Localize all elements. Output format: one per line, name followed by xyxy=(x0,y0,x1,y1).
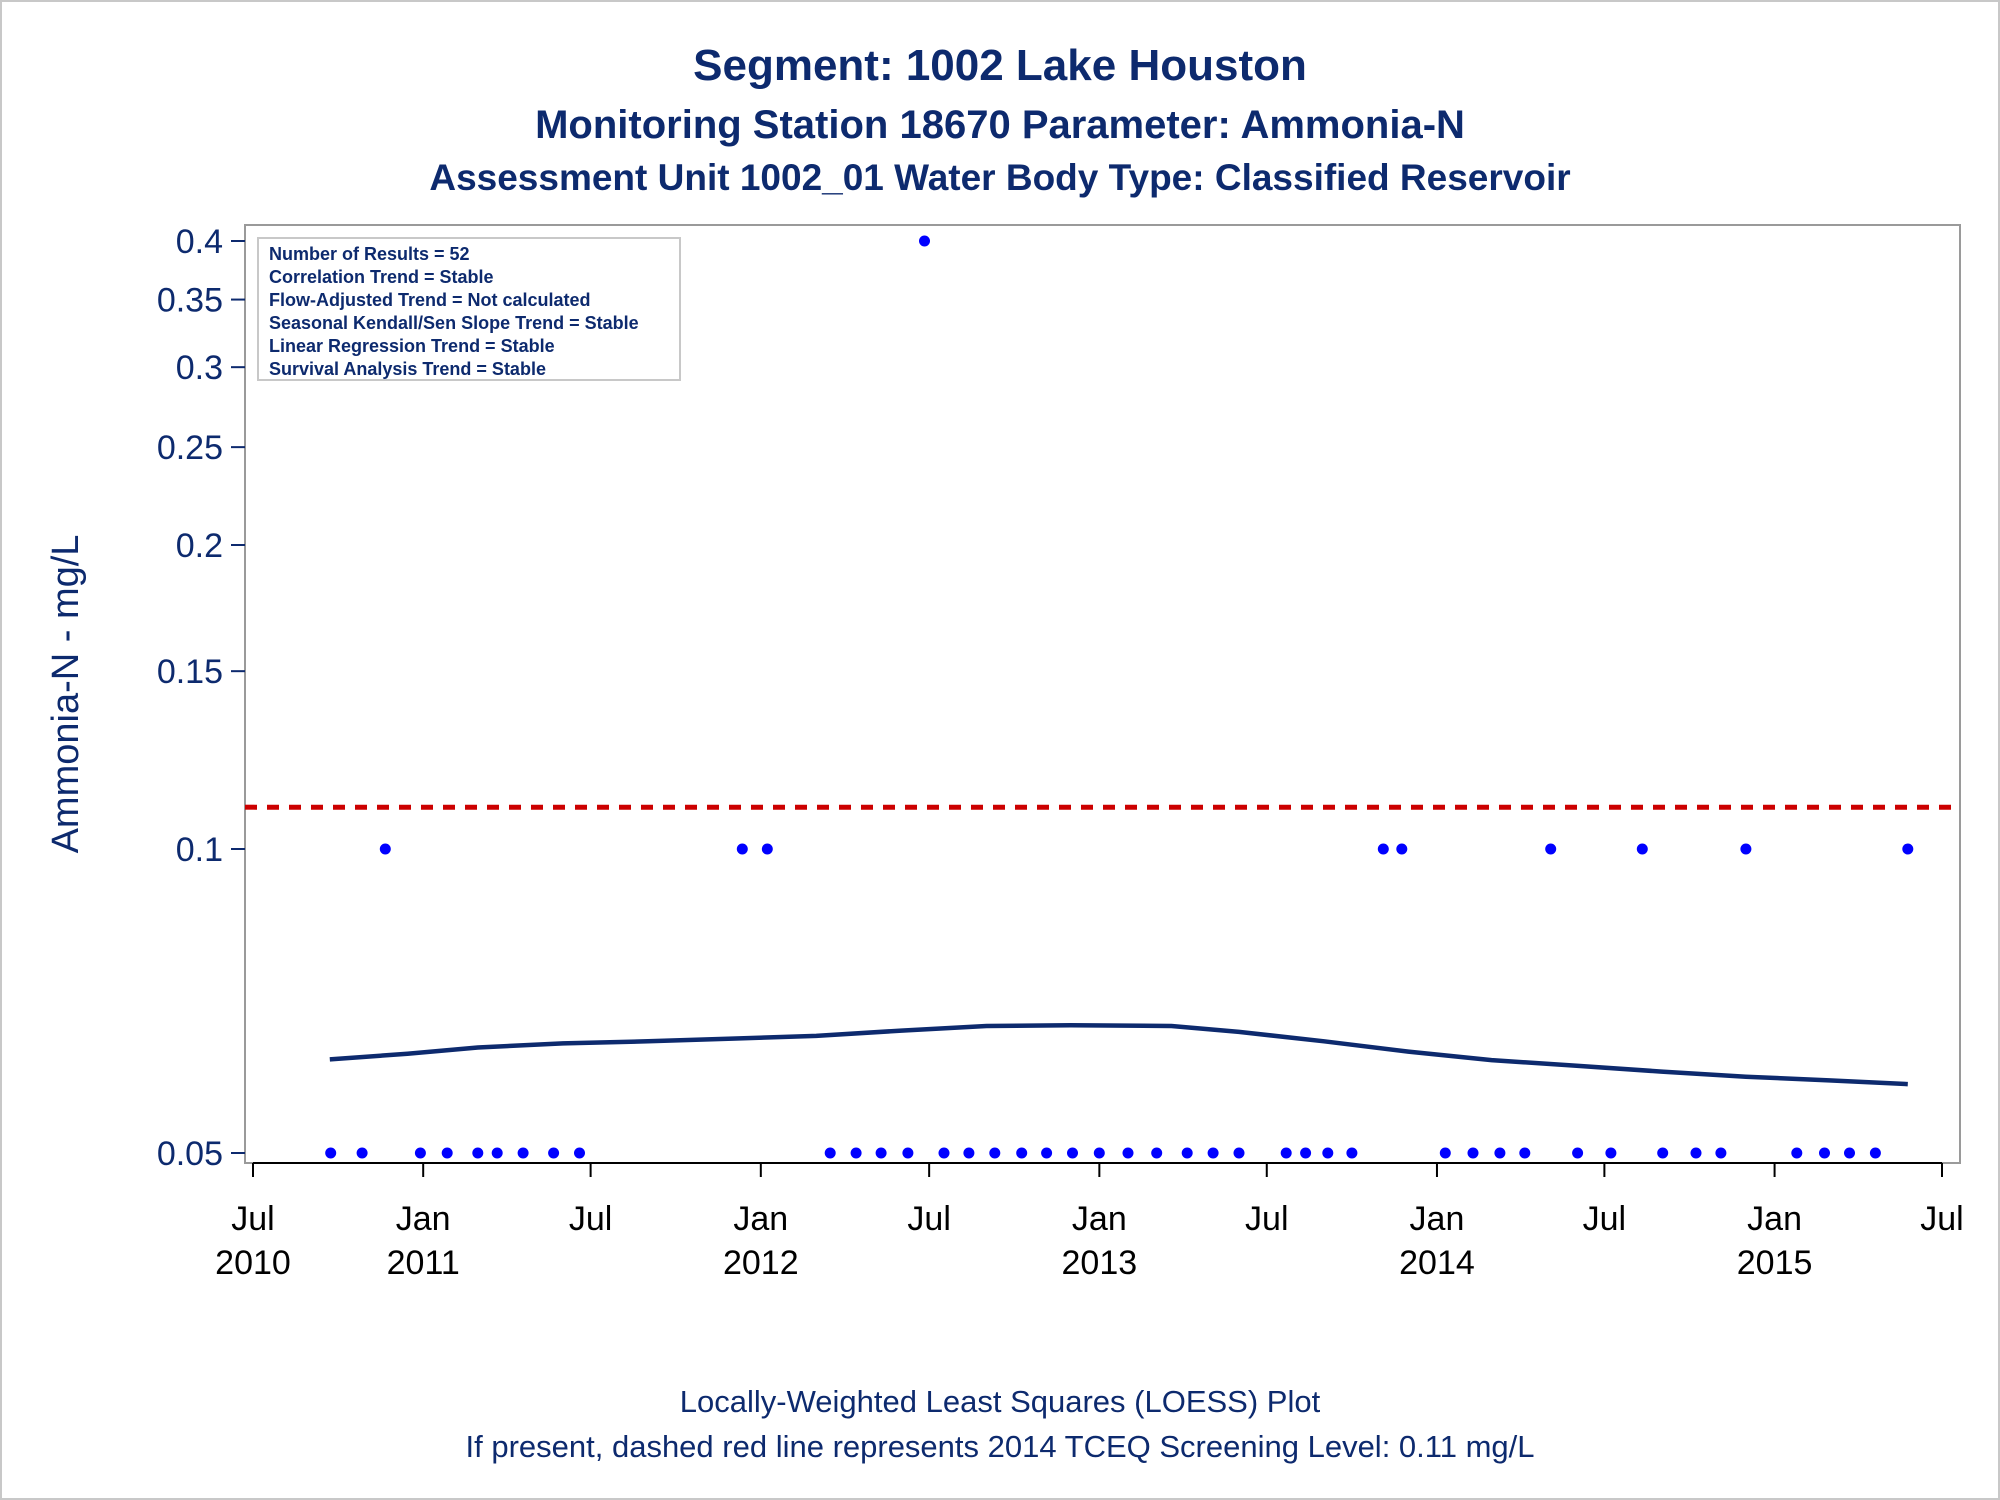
data-point xyxy=(1519,1147,1531,1159)
data-point xyxy=(1322,1147,1334,1159)
data-point xyxy=(517,1147,529,1159)
data-point xyxy=(1715,1147,1727,1159)
data-point xyxy=(1396,843,1408,855)
data-point xyxy=(1844,1147,1855,1159)
chart-title: Segment: 1002 Lake Houston xyxy=(693,41,1307,90)
data-point xyxy=(938,1147,950,1159)
stat-flow-adjusted-trend: Flow-Adjusted Trend = Not calculated xyxy=(269,290,591,310)
x-tick-label-year: 2014 xyxy=(1399,1244,1475,1282)
y-tick-label: 0.35 xyxy=(157,282,223,320)
y-tick-label: 0.05 xyxy=(157,1135,223,1173)
data-point xyxy=(1122,1147,1134,1159)
x-tick-label-month: Jul xyxy=(907,1200,950,1238)
x-tick-label-month: Jul xyxy=(569,1200,612,1238)
x-tick-label-year: 2013 xyxy=(1062,1244,1138,1282)
data-point xyxy=(356,1147,368,1159)
x-tick-label-month: Jan xyxy=(1072,1200,1127,1238)
data-point xyxy=(902,1147,914,1159)
x-tick-label-month: Jan xyxy=(1410,1200,1465,1238)
data-point xyxy=(1377,843,1389,855)
y-tick-label: 0.1 xyxy=(176,831,223,869)
data-point xyxy=(1067,1147,1078,1159)
chart-subtitle-2: Assessment Unit 1002_01 Water Body Type:… xyxy=(429,157,1570,198)
data-point xyxy=(1869,1147,1881,1159)
data-point xyxy=(1300,1147,1312,1159)
stat-seasonal-kendall-trend: Seasonal Kendall/Sen Slope Trend = Stabl… xyxy=(269,313,639,333)
data-point xyxy=(1346,1147,1358,1159)
data-point xyxy=(1207,1147,1219,1159)
data-point xyxy=(574,1147,585,1159)
y-tick-label: 0.3 xyxy=(176,349,223,387)
data-points xyxy=(325,235,1914,1159)
data-point xyxy=(1902,843,1914,855)
data-point xyxy=(1280,1147,1292,1159)
x-tick-label-year: 2012 xyxy=(723,1244,799,1282)
data-point xyxy=(989,1147,1001,1159)
x-tick-label-month: Jul xyxy=(1583,1200,1626,1238)
data-point xyxy=(1690,1147,1702,1159)
data-point xyxy=(1636,843,1648,855)
data-point xyxy=(491,1147,503,1159)
data-point xyxy=(1572,1147,1584,1159)
data-point xyxy=(548,1147,560,1159)
data-point xyxy=(1467,1147,1479,1159)
data-point xyxy=(325,1147,337,1159)
x-tick-label-month: Jul xyxy=(1920,1200,1963,1238)
stats-legend-box xyxy=(257,237,681,381)
x-tick-label-month: Jan xyxy=(1747,1200,1802,1238)
loess-curve xyxy=(329,1023,1908,1087)
y-axis: 0.05 0.1 0.15 0.2 0.25 0.3 0.35 0.4 xyxy=(157,223,245,1173)
data-point xyxy=(1233,1147,1245,1159)
data-point xyxy=(1181,1147,1193,1159)
x-axis: Jul 2010 Jan 2011 Jul Jan 2012 Jul Jan 2013 Jul Jan… xyxy=(215,1162,1964,1282)
x-tick-label-year: 2015 xyxy=(1737,1244,1813,1282)
data-point xyxy=(1151,1147,1163,1159)
data-point xyxy=(875,1147,887,1159)
data-point xyxy=(379,843,391,855)
footer-caption: Locally-Weighted Least Squares (LOESS) P… xyxy=(680,1384,1321,1419)
data-point xyxy=(1545,843,1557,855)
stat-correlation-trend: Correlation Trend = Stable xyxy=(269,267,494,287)
data-point xyxy=(850,1147,862,1159)
data-point xyxy=(1819,1147,1830,1159)
data-point xyxy=(1494,1147,1506,1159)
x-tick-label-month: Jan xyxy=(396,1200,451,1238)
data-point xyxy=(761,843,773,855)
data-point xyxy=(1016,1147,1028,1159)
chart-subtitle-1: Monitoring Station 18670 Parameter: Ammo… xyxy=(535,103,1465,147)
data-point xyxy=(1740,843,1752,855)
data-point xyxy=(472,1147,484,1159)
data-point xyxy=(1657,1147,1669,1159)
data-point xyxy=(441,1147,453,1159)
data-point xyxy=(1439,1147,1451,1159)
y-tick-label: 0.4 xyxy=(176,223,223,261)
data-point xyxy=(1605,1147,1617,1159)
y-tick-label: 0.2 xyxy=(176,527,223,565)
data-point xyxy=(919,235,930,247)
data-point xyxy=(414,1147,426,1159)
x-tick-label-month: Jul xyxy=(231,1200,274,1238)
data-point xyxy=(824,1147,836,1159)
y-axis-label: Ammonia-N - mg/L xyxy=(45,535,87,854)
y-tick-label: 0.25 xyxy=(157,429,223,467)
y-tick-label: 0.15 xyxy=(157,653,223,691)
stat-number-of-results: Number of Results = 52 xyxy=(269,244,470,264)
x-tick-label-month: Jan xyxy=(733,1200,788,1238)
x-tick-label-month: Jul xyxy=(1245,1200,1288,1238)
data-point xyxy=(1041,1147,1053,1159)
data-point xyxy=(1791,1147,1803,1159)
stats-legend: Number of Results = 52 Correlation Trend… xyxy=(257,237,681,381)
data-point xyxy=(1093,1147,1105,1159)
x-tick-label-year: 2010 xyxy=(215,1244,291,1282)
footer-note: If present, dashed red line represents 2… xyxy=(466,1429,1535,1464)
data-point xyxy=(963,1147,975,1159)
stat-linear-regression-trend: Linear Regression Trend = Stable xyxy=(269,336,555,356)
x-tick-label-year: 2011 xyxy=(387,1244,460,1282)
data-point xyxy=(736,843,748,855)
stat-survival-analysis-trend: Survival Analysis Trend = Stable xyxy=(269,359,546,379)
